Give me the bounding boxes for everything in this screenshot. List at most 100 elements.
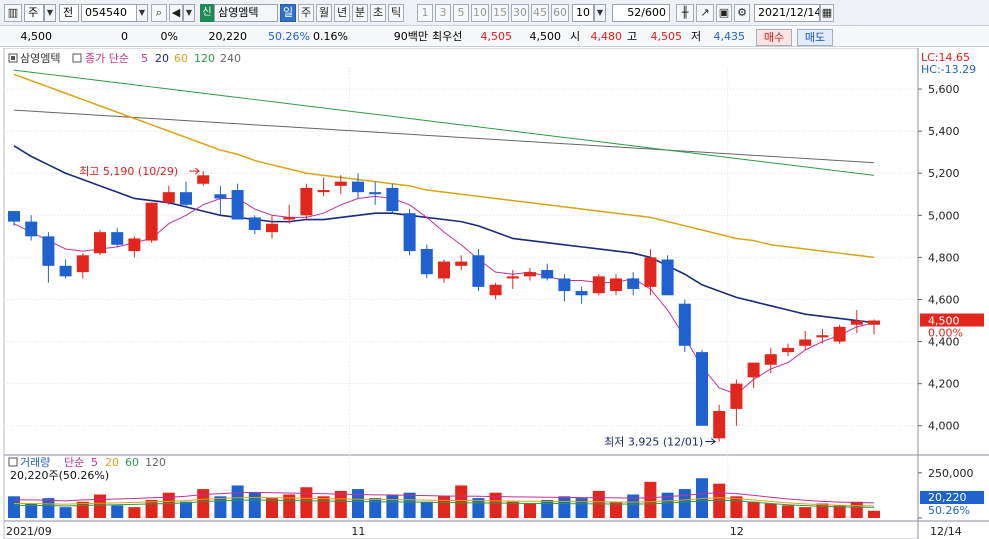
candle bbox=[42, 232, 55, 283]
date-tick-label: 12 bbox=[730, 525, 744, 538]
period-tab-5[interactable]: 초 bbox=[370, 4, 386, 22]
prefix-select[interactable]: 전 bbox=[59, 4, 79, 22]
speaker-dropdown-icon[interactable]: ▼ bbox=[183, 4, 195, 22]
change-value: 0 bbox=[121, 30, 128, 43]
volume-bar bbox=[678, 489, 691, 518]
range-input[interactable]: 52/600 bbox=[612, 4, 670, 22]
date-input[interactable]: 2021/12/14 bbox=[754, 4, 820, 22]
vol-legend-ma-title: 단순 bbox=[64, 456, 84, 469]
save-icon[interactable]: ▣ bbox=[716, 4, 732, 22]
candle bbox=[334, 175, 347, 195]
minute-tab-30[interactable]: 30 bbox=[511, 4, 529, 22]
minute-tab-10[interactable]: 10 bbox=[471, 4, 489, 22]
period-tab-6[interactable]: 틱 bbox=[388, 4, 404, 22]
volume-bar bbox=[25, 503, 38, 518]
candle bbox=[111, 227, 124, 247]
candle bbox=[661, 255, 674, 296]
candle bbox=[162, 185, 175, 205]
type-dropdown-icon[interactable]: ▼ bbox=[44, 4, 56, 22]
price-tick-label: 4,200 bbox=[928, 378, 960, 391]
count-dropdown-icon[interactable]: ▼ bbox=[594, 4, 606, 22]
volume-bar bbox=[231, 485, 244, 518]
volume-bar bbox=[799, 507, 812, 518]
volume-bar bbox=[352, 489, 364, 518]
candle bbox=[610, 274, 622, 296]
candle bbox=[713, 404, 726, 442]
high-annotation: 최고 5,190 (10/29) bbox=[79, 165, 201, 178]
minute-tab-60[interactable]: 60 bbox=[551, 4, 569, 22]
price-tick-label: 4,400 bbox=[928, 336, 960, 349]
candle-style-icon[interactable]: ╫ bbox=[676, 4, 694, 22]
period-tab-1[interactable]: 주 bbox=[298, 4, 314, 22]
open-price: 4,480 bbox=[590, 30, 623, 43]
stock-code-input[interactable]: 054540 bbox=[81, 4, 137, 22]
volume-bar bbox=[317, 496, 330, 518]
trading-amount: 90백만 bbox=[393, 30, 428, 43]
minute-tab-5[interactable]: 5 bbox=[453, 4, 469, 22]
volume-bar bbox=[816, 503, 829, 518]
price-legend: 삼영엠텍 종가 단순 5 20 60 120 240 bbox=[8, 52, 241, 65]
volume-bar bbox=[214, 496, 227, 518]
price-chart[interactable]: 4,000 4,200 4,400 4,600 4,800 5,000 5,200 5,400… bbox=[0, 48, 989, 539]
volume-bar bbox=[455, 485, 468, 518]
candle bbox=[369, 181, 382, 205]
volume-bar bbox=[420, 501, 433, 518]
price-badge: 4,500 0.00% bbox=[920, 313, 984, 340]
buy-button[interactable]: 매수 bbox=[756, 29, 792, 46]
volume-bar bbox=[747, 501, 760, 518]
lc-value: LC:14.65 bbox=[921, 51, 970, 64]
sell-button[interactable]: 매도 bbox=[797, 29, 833, 46]
period-tab-2[interactable]: 월 bbox=[316, 4, 332, 22]
volume-bar bbox=[489, 492, 502, 518]
period-tab-0[interactable]: 일 bbox=[280, 4, 296, 22]
gear-icon[interactable]: ⚙ bbox=[734, 4, 750, 22]
volume-bar bbox=[592, 490, 605, 518]
draw-line-icon[interactable]: ↗ bbox=[696, 4, 714, 22]
volume-bar bbox=[644, 481, 657, 518]
candle bbox=[180, 181, 192, 207]
low-label: 저 bbox=[691, 30, 702, 43]
volume-bar bbox=[764, 503, 777, 518]
price-tick-label: 5,400 bbox=[928, 125, 960, 138]
candle bbox=[94, 230, 106, 256]
candle bbox=[59, 259, 72, 279]
search-icon[interactable]: ⌕ bbox=[151, 4, 167, 22]
price-badge-value: 4,500 bbox=[928, 315, 960, 328]
candle bbox=[489, 282, 502, 300]
candle bbox=[592, 274, 605, 296]
candlesticks bbox=[8, 171, 880, 442]
date-tick-label: 12/14 bbox=[930, 525, 962, 538]
chart-type-icon[interactable]: ▥ bbox=[4, 4, 22, 22]
volume-bar bbox=[248, 492, 261, 518]
legend-ma5: 5 bbox=[141, 52, 148, 65]
minute-tab-3[interactable]: 3 bbox=[435, 4, 451, 22]
legend-ma60: 60 bbox=[174, 52, 188, 65]
calendar-icon[interactable]: ▦ bbox=[820, 4, 834, 22]
stock-name: 삼영엠텍 bbox=[214, 4, 278, 22]
hc-value: HC:-13.29 bbox=[921, 63, 976, 76]
period-tab-4[interactable]: 분 bbox=[352, 4, 368, 22]
speaker-icon[interactable]: ◀ bbox=[169, 4, 183, 22]
minute-tab-1[interactable]: 1 bbox=[417, 4, 433, 22]
volume-bar bbox=[558, 496, 571, 518]
code-dropdown-icon[interactable]: ▼ bbox=[136, 4, 148, 22]
volume-legend: 거래량 단순 5 20 60 120 20,220주(50.26%) bbox=[8, 456, 166, 482]
candle bbox=[644, 248, 657, 296]
type-select[interactable]: 주 bbox=[24, 4, 44, 22]
candle bbox=[678, 299, 691, 353]
minute-tab-45[interactable]: 45 bbox=[531, 4, 549, 22]
candle bbox=[438, 259, 450, 283]
minute-tab-15[interactable]: 15 bbox=[491, 4, 509, 22]
volume-bar bbox=[266, 498, 278, 518]
volume-bar bbox=[524, 503, 536, 518]
volume-bar bbox=[42, 498, 55, 518]
volume-bar bbox=[111, 505, 124, 518]
high-price: 4,505 bbox=[650, 30, 683, 43]
price-axis: 4,000 4,200 4,400 4,600 4,800 5,000 5,200 5,400… bbox=[918, 83, 974, 519]
period-tab-3[interactable]: 년 bbox=[334, 4, 350, 22]
count-input[interactable]: 10 bbox=[572, 4, 594, 22]
volume-bar bbox=[833, 505, 846, 518]
date-tick-label: 2021/09 bbox=[6, 525, 52, 538]
